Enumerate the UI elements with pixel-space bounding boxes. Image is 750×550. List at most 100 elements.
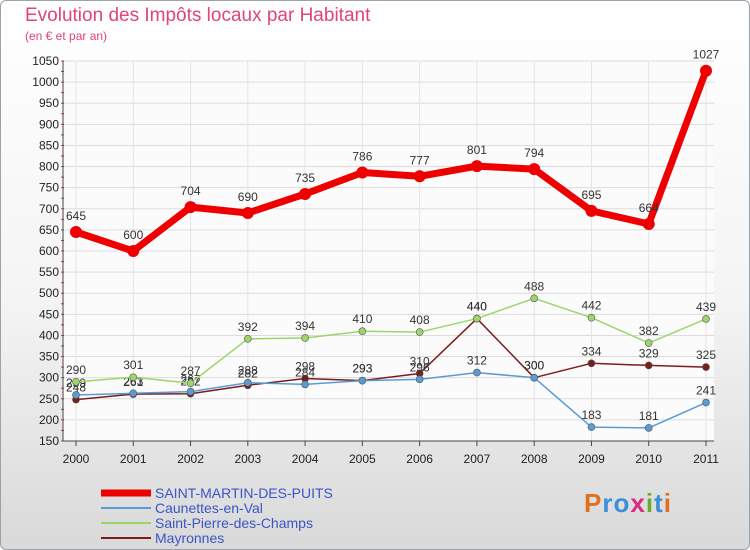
data-label: 284 <box>295 365 315 379</box>
data-point <box>700 64 712 77</box>
x-tick-label: 2006 <box>406 452 433 466</box>
y-tick-label: 450 <box>39 307 59 321</box>
data-point <box>415 328 424 336</box>
x-tick-label: 2008 <box>521 452 548 466</box>
data-point <box>528 163 541 176</box>
data-point <box>413 170 426 183</box>
data-label: 1027 <box>693 48 720 62</box>
legend-label: Mayronnes <box>155 530 224 546</box>
x-tick-label: 2011 <box>693 452 719 466</box>
data-point <box>301 334 309 342</box>
data-point <box>702 315 710 323</box>
data-point <box>72 391 80 399</box>
data-point <box>587 423 596 431</box>
y-tick-label: 250 <box>39 392 59 406</box>
y-tick-label: 150 <box>39 434 59 448</box>
y-tick-label: 900 <box>39 117 59 131</box>
data-point <box>356 166 369 179</box>
data-point <box>72 378 80 386</box>
y-tick-label: 950 <box>39 96 59 110</box>
chart-subtitle: (en € et par an) <box>25 29 108 43</box>
y-tick-label: 700 <box>39 202 59 216</box>
data-label: 261 <box>123 375 143 389</box>
data-point <box>702 363 710 371</box>
data-label: 440 <box>467 300 487 314</box>
y-tick-label: 200 <box>39 413 59 427</box>
y-tick-label: 400 <box>39 328 59 342</box>
data-point <box>129 389 138 398</box>
y-tick-label: 650 <box>39 223 59 237</box>
data-label: 786 <box>352 149 372 163</box>
data-label: 181 <box>639 409 659 423</box>
data-label: 290 <box>66 363 86 377</box>
data-label: 410 <box>352 312 372 326</box>
data-label: 300 <box>524 359 544 373</box>
data-point <box>644 361 653 370</box>
legend-label: Saint-Pierre-des-Champs <box>155 515 313 531</box>
legend-label: Caunettes-en-Val <box>155 500 263 516</box>
data-label: 248 <box>66 381 86 395</box>
data-point <box>186 379 195 387</box>
data-point <box>473 368 481 377</box>
data-label: 600 <box>123 228 143 242</box>
y-tick-label: 350 <box>39 350 59 364</box>
x-tick-label: 2009 <box>578 452 605 466</box>
data-point <box>184 201 197 214</box>
data-label: 408 <box>410 313 430 327</box>
x-tick-label: 2010 <box>635 452 662 466</box>
y-tick-label: 750 <box>39 181 59 195</box>
x-tick-label: 2005 <box>349 452 376 466</box>
data-label: 298 <box>295 360 315 374</box>
y-tick-label: 300 <box>39 371 59 385</box>
data-label: 288 <box>238 364 258 378</box>
legend-label: SAINT-MARTIN-DES-PUITS <box>155 485 333 501</box>
data-label: 382 <box>639 324 659 338</box>
data-label: 664 <box>639 201 659 215</box>
data-label: 310 <box>410 354 430 368</box>
y-tick-label: 550 <box>39 265 59 279</box>
y-tick-label: 850 <box>39 138 59 152</box>
data-label: 287 <box>181 364 201 378</box>
data-label: 329 <box>639 346 659 360</box>
data-point <box>358 327 367 336</box>
data-point <box>70 226 82 238</box>
y-tick-label: 1000 <box>32 75 59 89</box>
data-label: 325 <box>696 348 716 362</box>
data-point <box>299 188 312 200</box>
y-tick-label: 800 <box>39 160 59 174</box>
data-point <box>530 373 538 382</box>
data-label: 695 <box>581 188 601 202</box>
data-point <box>587 313 596 322</box>
data-label: 296 <box>410 360 430 374</box>
data-label: 282 <box>238 366 258 380</box>
data-label: 645 <box>66 209 86 223</box>
data-label: 183 <box>581 408 601 422</box>
data-point <box>244 335 252 343</box>
data-point <box>470 160 483 173</box>
x-tick-label: 2003 <box>234 452 261 466</box>
y-tick-label: 500 <box>39 286 59 300</box>
series-line-caunettes-en-val <box>75 371 707 429</box>
data-point <box>642 217 655 230</box>
data-point <box>585 204 598 217</box>
data-label: 293 <box>352 362 372 376</box>
data-point <box>241 207 254 219</box>
data-point <box>129 373 138 382</box>
series-line-saint-pierre-des-champs <box>75 297 707 384</box>
data-point <box>530 294 538 303</box>
data-label: 439 <box>696 300 716 314</box>
data-point <box>702 398 710 407</box>
series-line-saint-martin-des-puits <box>72 67 710 255</box>
data-label: 794 <box>524 146 544 160</box>
data-point <box>358 376 367 385</box>
data-point <box>244 378 252 387</box>
data-label: 241 <box>696 384 716 398</box>
data-point <box>644 339 653 347</box>
data-label: 334 <box>581 344 601 358</box>
data-point <box>587 359 596 368</box>
chart-title: Evolution des Impôts locaux par Habitant <box>25 5 371 26</box>
data-label: 801 <box>467 143 487 157</box>
series-line-mayronnes <box>75 317 707 401</box>
